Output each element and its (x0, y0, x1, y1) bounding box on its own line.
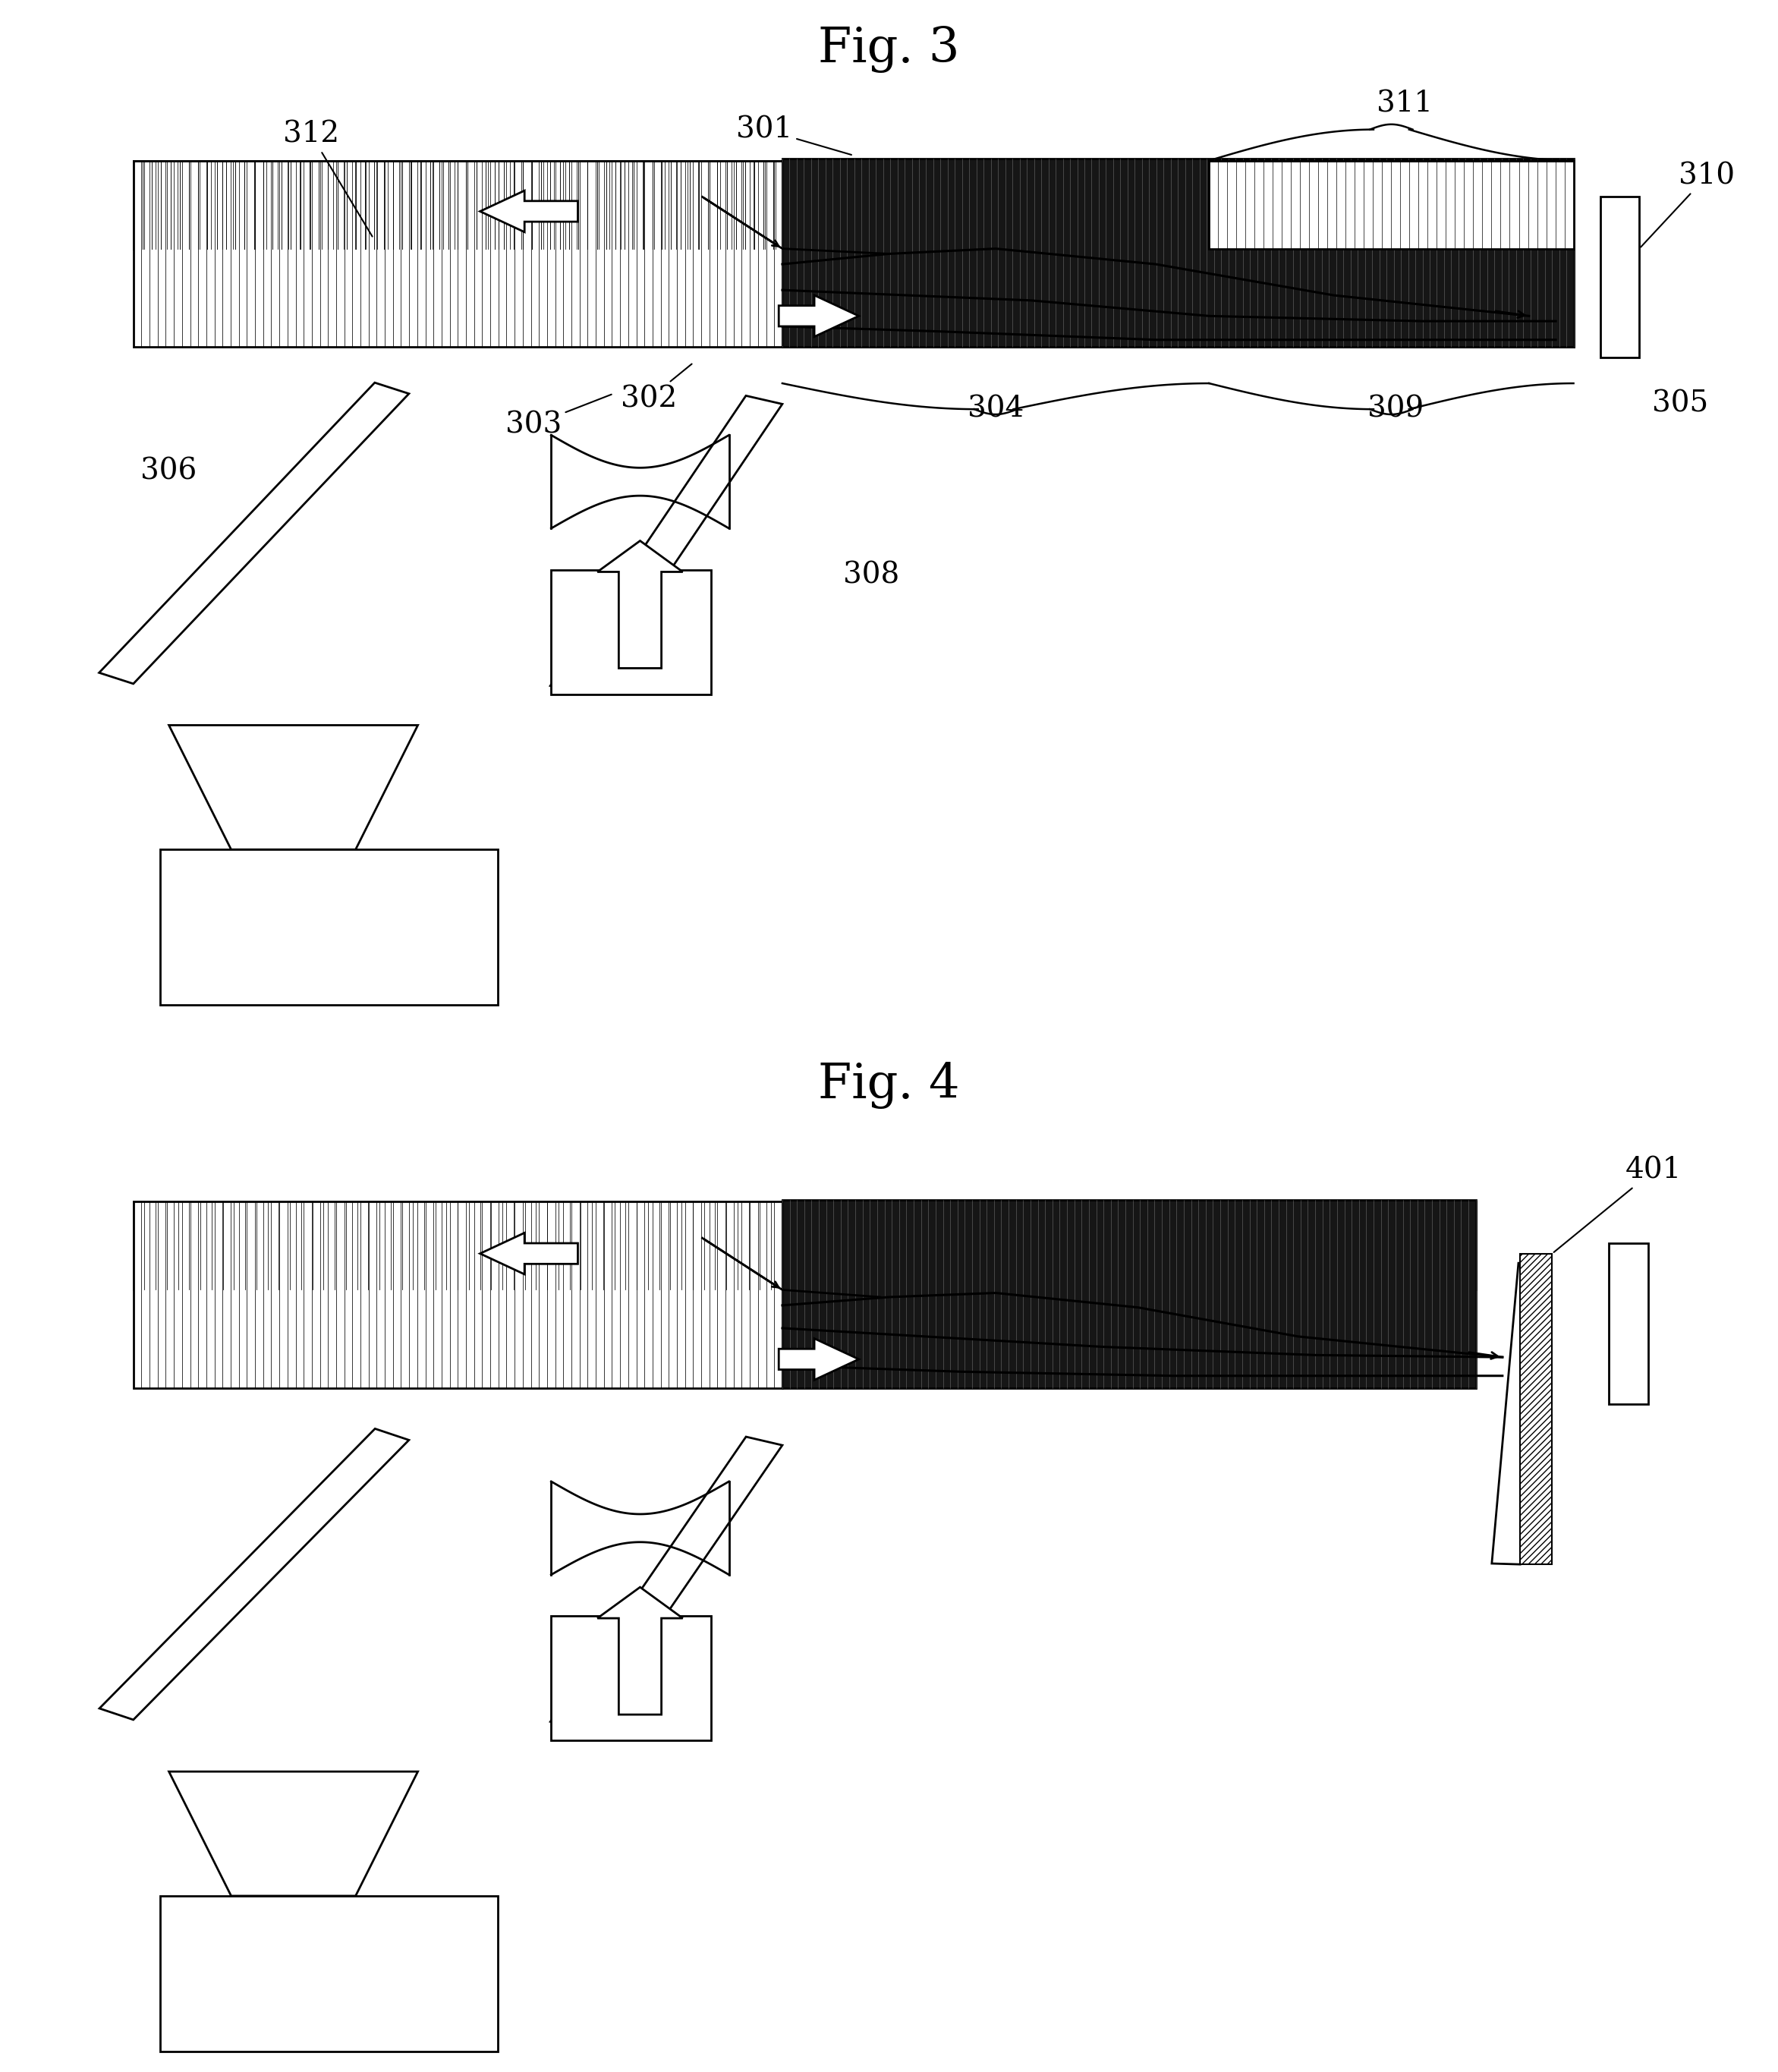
Bar (133, 1202, 1476, 1289)
Text: 302: 302 (621, 365, 692, 412)
Bar (160, 850, 498, 1005)
Bar (782, 162, 1574, 346)
Polygon shape (100, 1430, 409, 1720)
Text: 305: 305 (1652, 390, 1709, 419)
Bar (782, 249, 1574, 346)
Bar (133, 160, 1574, 249)
Text: 310: 310 (1641, 162, 1735, 247)
Text: 304: 304 (967, 396, 1024, 423)
Polygon shape (551, 396, 782, 694)
Bar (133, 1202, 782, 1388)
Bar (160, 1896, 498, 2051)
Bar (133, 160, 782, 249)
FancyArrow shape (480, 1233, 578, 1274)
FancyArrow shape (779, 1339, 859, 1380)
FancyArrow shape (779, 296, 859, 336)
Bar (551, 1616, 711, 1740)
Bar (782, 160, 1574, 346)
Text: 303: 303 (505, 394, 612, 439)
FancyArrow shape (597, 1587, 683, 1716)
Text: Fig. 4: Fig. 4 (818, 1061, 960, 1109)
Bar (782, 1200, 1476, 1388)
Bar (782, 160, 1574, 249)
Text: 309: 309 (1367, 396, 1424, 423)
Text: 307: 307 (212, 897, 268, 926)
Polygon shape (100, 383, 409, 684)
Text: 306: 306 (140, 458, 197, 485)
Text: 308: 308 (843, 562, 900, 588)
Bar (1209, 160, 1574, 249)
Text: 311: 311 (1376, 89, 1433, 118)
FancyArrow shape (480, 191, 578, 232)
Bar (1520, 1254, 1552, 1564)
Polygon shape (169, 725, 418, 850)
Polygon shape (1492, 1264, 1547, 1564)
FancyArrow shape (597, 541, 683, 667)
Bar (1609, 1243, 1648, 1405)
Polygon shape (169, 1772, 418, 1896)
Text: 301: 301 (736, 116, 852, 155)
Text: 401: 401 (1554, 1156, 1682, 1251)
Bar (551, 570, 711, 694)
Bar (1600, 197, 1639, 358)
Text: 312: 312 (283, 120, 372, 236)
Bar (133, 162, 782, 346)
Polygon shape (551, 1436, 782, 1730)
Text: Fig. 3: Fig. 3 (818, 25, 960, 73)
